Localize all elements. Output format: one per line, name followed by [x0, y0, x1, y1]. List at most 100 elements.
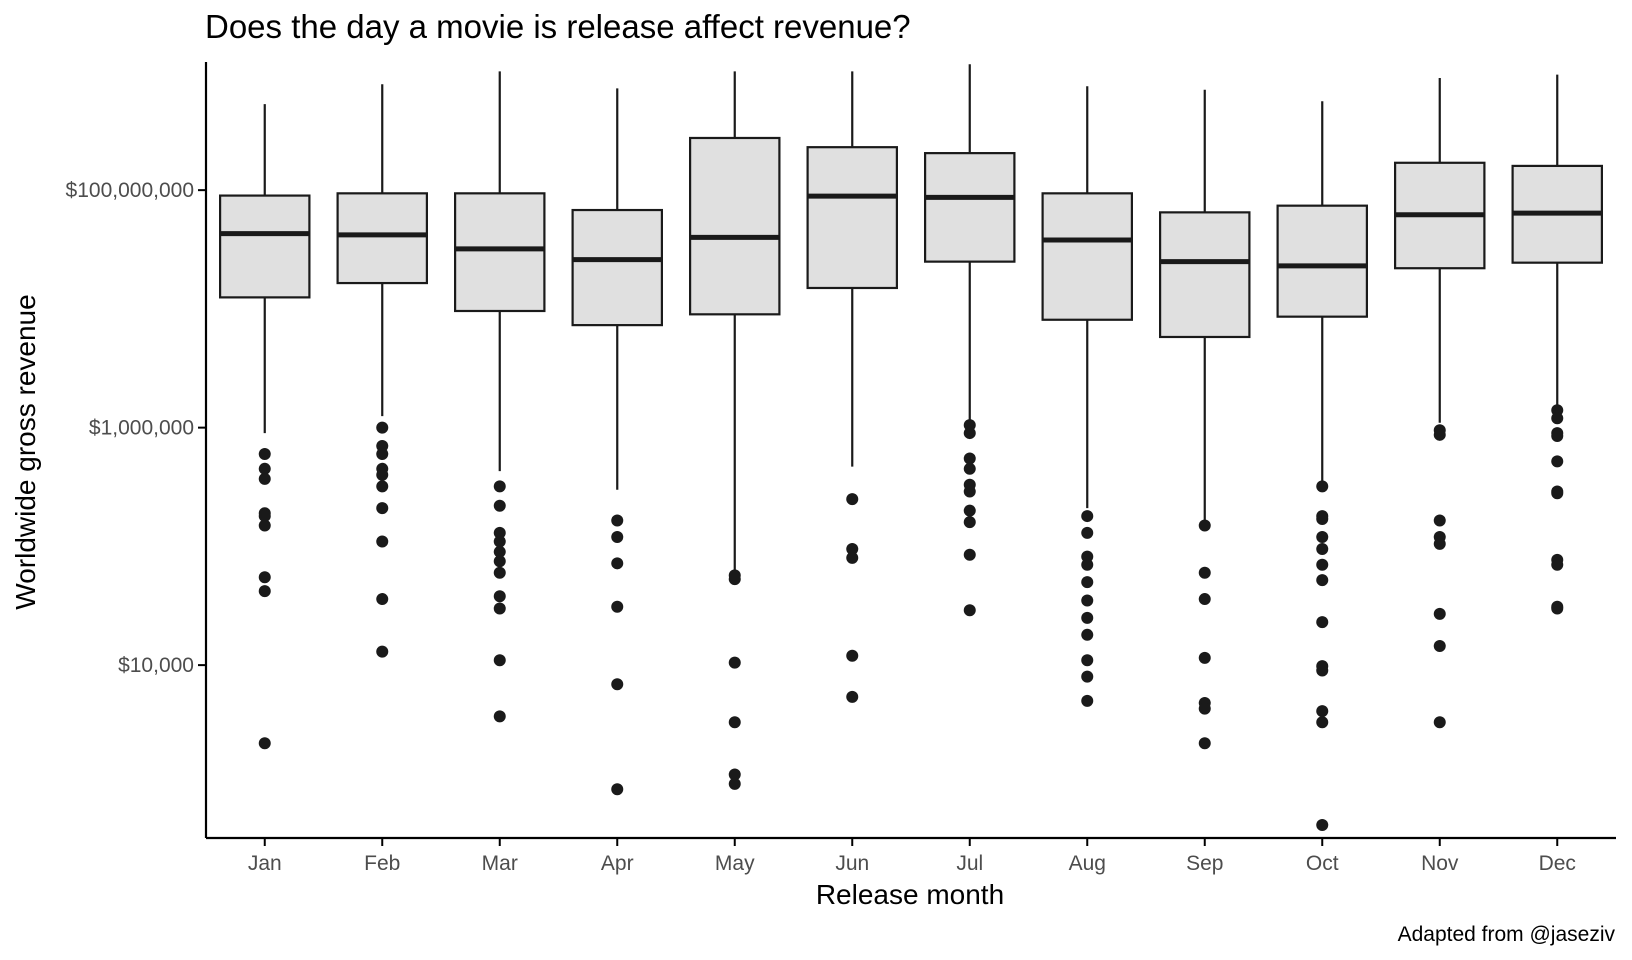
- outlier-point: [258, 510, 271, 523]
- outlier-point: [1198, 519, 1211, 532]
- x-axis-title: Release month: [816, 879, 1004, 910]
- box-mar: [454, 71, 546, 723]
- box-iqr: [806, 146, 898, 290]
- box-aug: [1041, 86, 1133, 707]
- outlier-point: [611, 557, 624, 570]
- outlier-point: [963, 485, 976, 498]
- outlier-point: [1081, 510, 1094, 523]
- y-tick-label: $1,000,000: [89, 417, 194, 440]
- outlier-point: [493, 555, 506, 568]
- outlier-point: [846, 690, 859, 703]
- box-feb: [336, 84, 429, 658]
- outlier-point: [376, 535, 389, 548]
- outlier-point: [493, 526, 506, 539]
- outlier-point: [376, 468, 389, 481]
- outlier-point: [376, 447, 389, 460]
- outlier-point: [1198, 702, 1211, 715]
- outlier-point: [963, 504, 976, 517]
- outlier-point: [728, 573, 741, 586]
- box-jul: [923, 64, 1016, 617]
- outlier-point: [493, 710, 506, 723]
- x-tick-label: Jun: [835, 852, 869, 875]
- outlier-point: [1433, 607, 1446, 620]
- outlier-point: [1433, 716, 1446, 729]
- outlier-point: [1316, 705, 1329, 718]
- box-iqr: [571, 208, 663, 327]
- box-may: [688, 71, 781, 790]
- outlier-point: [1433, 428, 1446, 441]
- box-iqr: [1158, 211, 1251, 339]
- outlier-point: [493, 499, 506, 512]
- box-sep: [1158, 89, 1251, 750]
- outlier-point: [1316, 574, 1329, 587]
- x-tick-label: Apr: [601, 852, 634, 875]
- outlier-point: [846, 543, 859, 556]
- outlier-point: [1551, 487, 1564, 500]
- outlier-point: [1316, 716, 1329, 729]
- y-tick-label: $10,000: [118, 654, 194, 677]
- outlier-point: [493, 480, 506, 493]
- x-tick-label: May: [715, 852, 755, 875]
- outlier-point: [258, 519, 271, 532]
- x-axis: Jan Feb Mar Apr May Jun Jul Aug Sep Oct Nov Dec: [206, 836, 1616, 875]
- outlier-point: [1081, 654, 1094, 667]
- outlier-point: [1198, 651, 1211, 664]
- outlier-point: [1081, 670, 1094, 683]
- outlier-point: [728, 716, 741, 729]
- y-axis-title: Worldwide gross revenue: [10, 294, 41, 609]
- outlier-point: [258, 571, 271, 584]
- x-tick-label: Oct: [1306, 852, 1339, 875]
- outlier-point: [376, 593, 389, 606]
- outlier-point: [1551, 430, 1564, 443]
- outlier-point: [963, 604, 976, 617]
- outlier-point: [846, 551, 859, 564]
- outlier-point: [728, 656, 741, 669]
- outlier-point: [728, 777, 741, 790]
- outlier-point: [1081, 576, 1094, 589]
- chart-caption: Adapted from @jaseziv: [1398, 923, 1616, 946]
- outlier-point: [493, 590, 506, 603]
- outlier-point: [376, 421, 389, 434]
- outlier-point: [846, 493, 859, 506]
- plot-area: [219, 64, 1603, 832]
- outlier-point: [611, 783, 624, 796]
- outlier-point: [846, 649, 859, 662]
- outlier-point: [1551, 412, 1564, 425]
- box-nov: [1393, 77, 1486, 729]
- y-tick-label: $100,000,000: [66, 179, 194, 202]
- x-tick-label: Feb: [364, 852, 400, 875]
- outlier-point: [1081, 628, 1094, 641]
- outlier-point: [376, 502, 389, 515]
- outlier-point: [493, 535, 506, 548]
- box-iqr: [923, 152, 1016, 263]
- outlier-point: [963, 548, 976, 561]
- x-tick-label: Mar: [482, 852, 518, 875]
- outlier-point: [258, 737, 271, 750]
- outlier-point: [258, 462, 271, 475]
- y-axis: $10,000 $1,000,000 $100,000,000: [66, 62, 208, 838]
- box-jun: [806, 71, 898, 703]
- outlier-point: [376, 645, 389, 658]
- outlier-point: [493, 566, 506, 579]
- x-tick-label: Sep: [1186, 852, 1223, 875]
- outlier-point: [1081, 694, 1094, 707]
- outlier-point: [1316, 480, 1329, 493]
- x-tick-label: Jul: [956, 852, 983, 875]
- outlier-point: [1316, 819, 1329, 832]
- x-tick-label: Jan: [248, 852, 282, 875]
- chart-title: Does the day a movie is release affect r…: [205, 8, 911, 45]
- outlier-point: [1316, 664, 1329, 677]
- outlier-point: [611, 678, 624, 691]
- x-tick-label: Aug: [1069, 852, 1106, 875]
- outlier-point: [1198, 593, 1211, 606]
- outlier-point: [963, 462, 976, 475]
- outlier-point: [1551, 455, 1564, 468]
- outlier-point: [1081, 594, 1094, 607]
- box-iqr: [688, 136, 781, 316]
- outlier-point: [963, 452, 976, 465]
- outlier-point: [493, 545, 506, 558]
- x-tick-label: Nov: [1421, 852, 1459, 875]
- outlier-point: [611, 600, 624, 613]
- x-tick-label: Dec: [1539, 852, 1576, 875]
